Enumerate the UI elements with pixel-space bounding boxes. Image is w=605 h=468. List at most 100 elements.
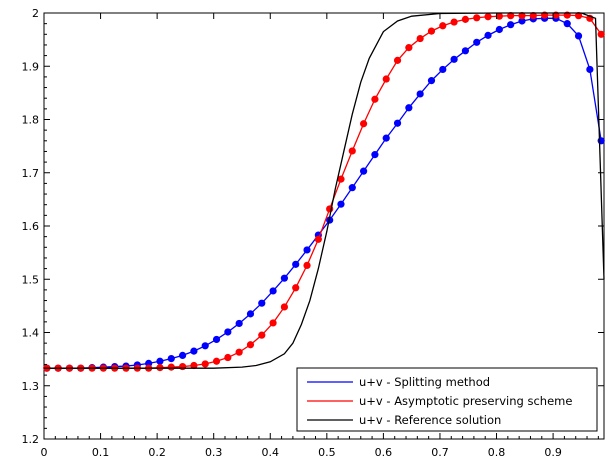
- data-point: [427, 27, 436, 35]
- data-point: [269, 287, 277, 295]
- data-point: [518, 12, 526, 20]
- data-point: [416, 90, 424, 98]
- data-point: [450, 55, 458, 63]
- data-point: [246, 310, 255, 318]
- data-point: [484, 13, 492, 21]
- axes-layer: 0 0.1 0.2 0.3 0.4 0.5 0.6 0.7 0.8 0.9 1.2 1.3 1.4 1.5…: [22, 7, 604, 459]
- legend: u+v - Splitting method u+v - Asymptotic p…: [296, 367, 598, 432]
- data-point: [586, 65, 594, 74]
- x-tick-label: 0.1: [92, 446, 110, 459]
- data-point: [337, 175, 345, 183]
- data-point: [574, 32, 583, 40]
- x-tick-label: 0.9: [544, 446, 562, 459]
- data-point: [371, 95, 379, 103]
- data-point: [405, 104, 413, 112]
- data-point: [495, 12, 503, 20]
- data-point: [269, 319, 277, 327]
- y-tick-label: 1.4: [22, 327, 40, 340]
- x-tick-label: 0: [41, 446, 48, 459]
- y-tick-label: 1.5: [22, 273, 40, 286]
- data-point: [529, 12, 537, 20]
- data-point: [439, 22, 447, 30]
- x-tick-label: 0.4: [262, 446, 280, 459]
- data-point: [337, 200, 345, 208]
- series-layer: [43, 11, 605, 372]
- data-point: [473, 38, 481, 46]
- data-point: [156, 357, 164, 365]
- y-tick-label: 1.6: [22, 220, 40, 233]
- data-point: [348, 184, 356, 192]
- data-point: [303, 261, 311, 269]
- data-point: [224, 353, 232, 362]
- data-point: [563, 20, 571, 28]
- x-tick-label: 0.3: [205, 446, 223, 459]
- data-point: [235, 348, 243, 356]
- data-point: [212, 335, 221, 344]
- data-point: [393, 119, 402, 127]
- data-point: [484, 31, 492, 39]
- data-point: [439, 65, 447, 74]
- data-point: [495, 25, 503, 34]
- data-point: [201, 360, 209, 368]
- data-point: [461, 15, 470, 23]
- x-tick-label: 0.6: [375, 446, 393, 459]
- x-tick-label: 0.8: [488, 446, 506, 459]
- data-point: [178, 351, 187, 359]
- legend-label: u+v - Splitting method: [359, 375, 490, 389]
- data-point: [167, 354, 175, 363]
- y-tick-label: 1.7: [22, 167, 40, 180]
- legend-entry-2: u+v - Reference solution: [307, 413, 501, 427]
- data-point: [224, 328, 232, 336]
- x-tick-label: 0.5: [318, 446, 336, 459]
- x-tick-label: 0.7: [431, 446, 449, 459]
- series-line: [44, 12, 605, 369]
- y-tick-label: 1.2: [22, 433, 40, 446]
- y-tick-label: 2: [32, 7, 39, 20]
- data-point: [258, 331, 266, 339]
- data-point: [258, 299, 266, 307]
- data-point: [292, 260, 300, 268]
- y-tick-label: 1.3: [22, 380, 40, 393]
- data-point: [382, 134, 390, 142]
- data-point: [461, 47, 470, 55]
- legend-entry-0: u+v - Splitting method: [307, 375, 490, 389]
- data-point: [314, 235, 322, 243]
- series-2: [44, 12, 605, 369]
- data-point: [416, 34, 424, 43]
- legend-label: u+v - Reference solution: [359, 413, 501, 427]
- data-point: [190, 361, 198, 370]
- data-point: [518, 17, 526, 25]
- data-point: [360, 167, 368, 175]
- data-point: [280, 274, 288, 282]
- data-point: [235, 319, 243, 328]
- data-point: [201, 342, 209, 350]
- data-point: [427, 77, 436, 85]
- data-point: [167, 363, 175, 371]
- x-tick-label: 0.2: [148, 446, 166, 459]
- data-point: [360, 120, 368, 128]
- data-point: [348, 147, 356, 155]
- data-point: [450, 18, 458, 26]
- data-point: [507, 21, 515, 29]
- data-point: [246, 341, 255, 349]
- data-point: [303, 246, 311, 254]
- data-point: [405, 44, 413, 52]
- y-tick-label: 1.8: [22, 114, 40, 127]
- y-tick-label: 1.9: [22, 60, 40, 73]
- data-point: [212, 357, 221, 365]
- data-point: [597, 30, 605, 38]
- data-point: [393, 56, 402, 64]
- data-point: [371, 151, 379, 159]
- data-point: [280, 303, 288, 311]
- data-point: [178, 362, 187, 371]
- data-point: [382, 75, 390, 83]
- data-point: [190, 347, 198, 355]
- data-point: [473, 14, 481, 22]
- data-point: [507, 12, 515, 20]
- legend-label: u+v - Asymptotic preserving scheme: [359, 394, 572, 408]
- data-point: [597, 137, 605, 145]
- data-point: [574, 12, 583, 20]
- legend-entry-1: u+v - Asymptotic preserving scheme: [307, 394, 572, 408]
- data-point: [292, 284, 300, 292]
